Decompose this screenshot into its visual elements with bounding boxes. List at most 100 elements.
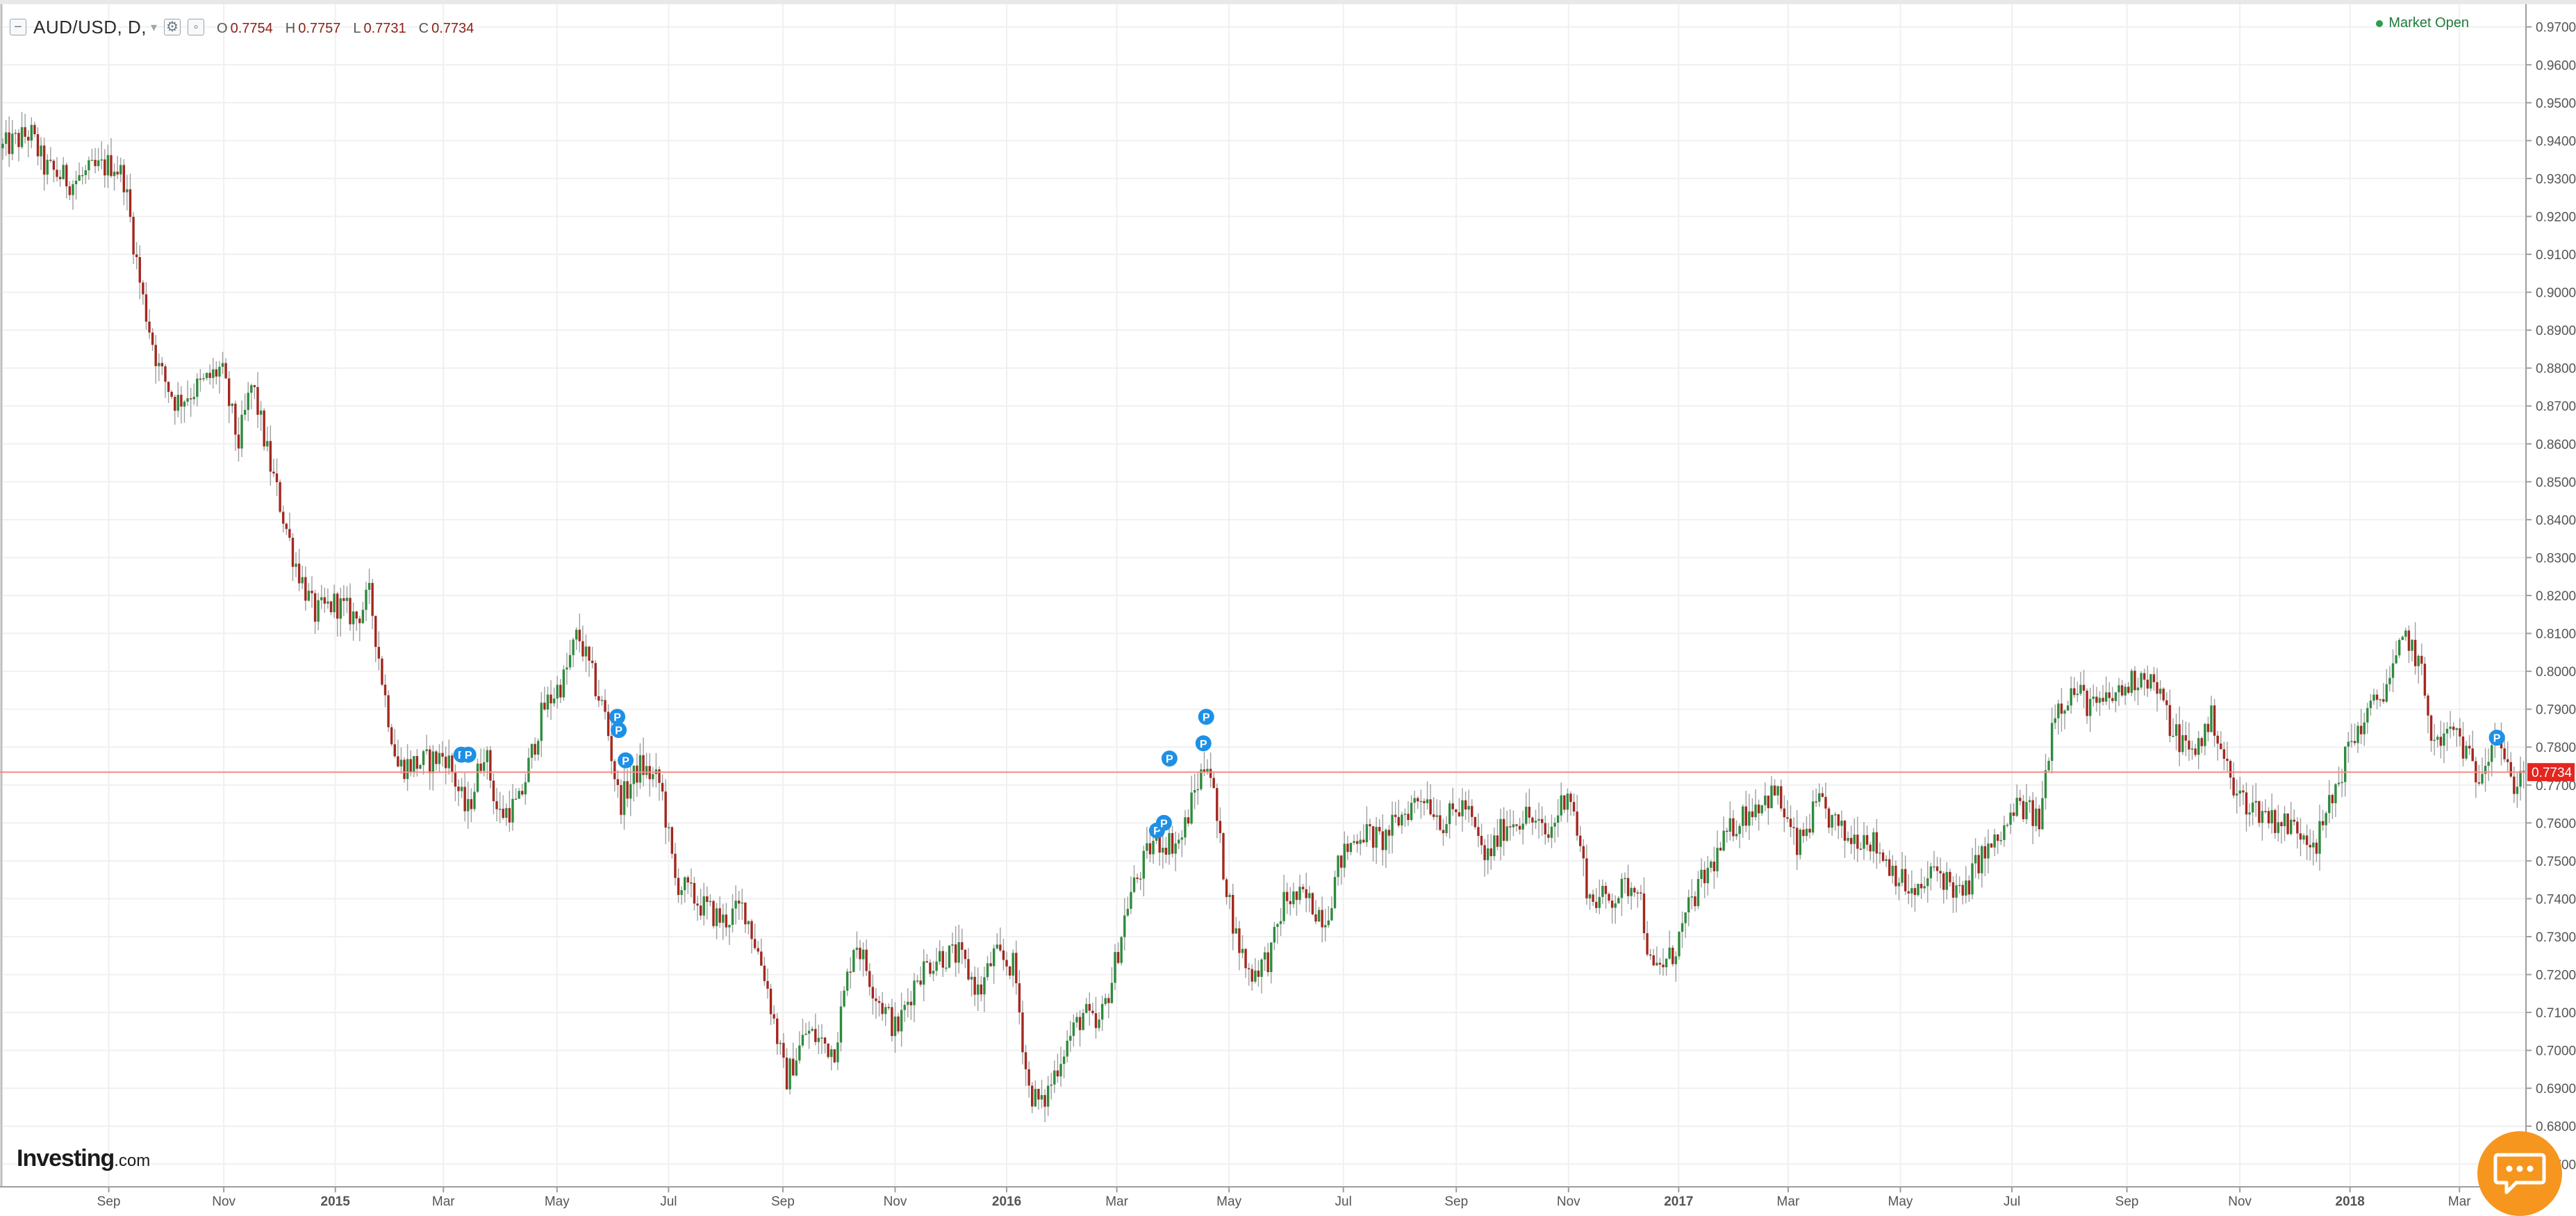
candle-body-up [530,743,534,758]
candle-body-down [170,391,173,397]
candle [2242,784,2245,805]
candle [1,138,4,160]
candle [1547,823,1550,843]
time-tick-label: Jul [2004,1194,2020,1209]
candle-body-down [661,782,664,792]
candle [1164,837,1168,864]
candle [929,959,932,978]
candle [725,903,728,937]
candle [645,753,648,779]
candle [670,825,674,859]
symbol-caret-icon[interactable]: ▾ [150,19,158,34]
candle [2082,669,2086,709]
event-marker-icon[interactable]: P [611,722,627,739]
event-marker-icon[interactable]: P [609,709,626,725]
candle-body-down [2258,800,2261,823]
price-tick-label: 0.6900 [2536,1082,2576,1096]
settings-icon[interactable]: ⚙ [164,19,181,35]
candle [1795,810,1799,871]
candle [597,680,600,707]
candle-body-down [1569,794,1572,803]
candle-body-up [1840,821,1843,826]
candle [1786,800,1789,823]
time-tick-label: May [545,1194,570,1209]
candle-body-up [1665,958,1668,968]
symbol-label[interactable]: AUD/USD, D, [33,16,147,38]
candle [1849,825,1853,855]
candle-body-down [1815,801,1817,803]
collapse-legend-icon[interactable]: − [10,19,26,35]
candle-body-up [14,133,17,134]
candle [919,966,922,987]
candle [492,773,495,814]
candle-body-up [88,160,90,171]
candle [2009,803,2012,835]
candle-body-up [2379,699,2381,700]
candle-body-down [543,703,546,710]
candle-body-up [1933,866,1935,868]
candle [2165,692,2168,721]
candle-body-down [1881,852,1885,862]
candle-body-up [1120,937,1123,963]
candle [2420,643,2423,675]
candle-body-up [2079,684,2082,694]
candle [2506,741,2509,772]
candle [1435,799,1439,830]
candle-body-up [84,170,87,175]
candle [1942,871,1945,904]
candle [20,111,24,149]
candle-body-up [1696,879,1700,907]
event-marker-icon[interactable]: P [1155,814,1172,831]
event-marker-icon[interactable]: P [2488,730,2505,746]
candle-body-down [2509,762,2512,777]
candle-body-up [186,398,189,402]
chat-button[interactable] [2477,1131,2562,1216]
candle-body-up [196,378,199,397]
price-chart[interactable]: 0.97000.96000.95000.94000.93000.92000.91… [0,4,2576,1210]
candle-body-up [2449,726,2452,729]
candle-body-down [272,471,275,474]
brand-logo[interactable]: Investing.com [17,1145,150,1172]
event-marker-icon[interactable]: P [1195,735,1212,752]
candle [2436,734,2439,748]
candle [935,948,938,976]
candle-body-down [234,403,237,435]
candle-body-down [999,944,1002,951]
candle [81,167,84,185]
candle-body-down [766,980,769,989]
candle-body-down [1471,805,1473,817]
candle-body-down [215,369,218,377]
candle [90,149,94,161]
candle-body-up [518,791,520,799]
candle-body-up [1684,912,1687,923]
hide-icon[interactable]: ◦ [188,19,205,35]
candle [154,335,157,384]
candle-body-up [2372,694,2375,701]
event-marker-icon[interactable]: P [1198,709,1214,725]
candle [2050,707,2054,774]
candle-body-down [1002,950,1005,960]
candle-body-down [929,962,932,974]
candle [26,130,30,158]
candle [591,646,594,668]
candle [151,328,154,352]
candle [709,894,712,907]
candle [849,957,852,989]
event-marker-icon[interactable]: P [460,746,477,763]
candle-body-down [160,363,164,367]
candle-body-down [2331,795,2334,803]
candle [893,1002,897,1053]
candle-body-up [728,925,731,928]
candle [677,868,680,903]
candle-body-up [2025,802,2028,819]
candle-body-down [110,155,113,176]
candle-body-up [1066,1040,1068,1057]
candle [1792,817,1795,845]
event-marker-icon[interactable]: P [1161,750,1178,767]
candle-body-down [36,134,40,156]
candle [228,371,231,423]
event-marker-icon[interactable]: P [618,752,634,769]
candle [486,746,488,780]
price-tick-label: 0.7400 [2536,892,2576,907]
candle [243,393,247,420]
